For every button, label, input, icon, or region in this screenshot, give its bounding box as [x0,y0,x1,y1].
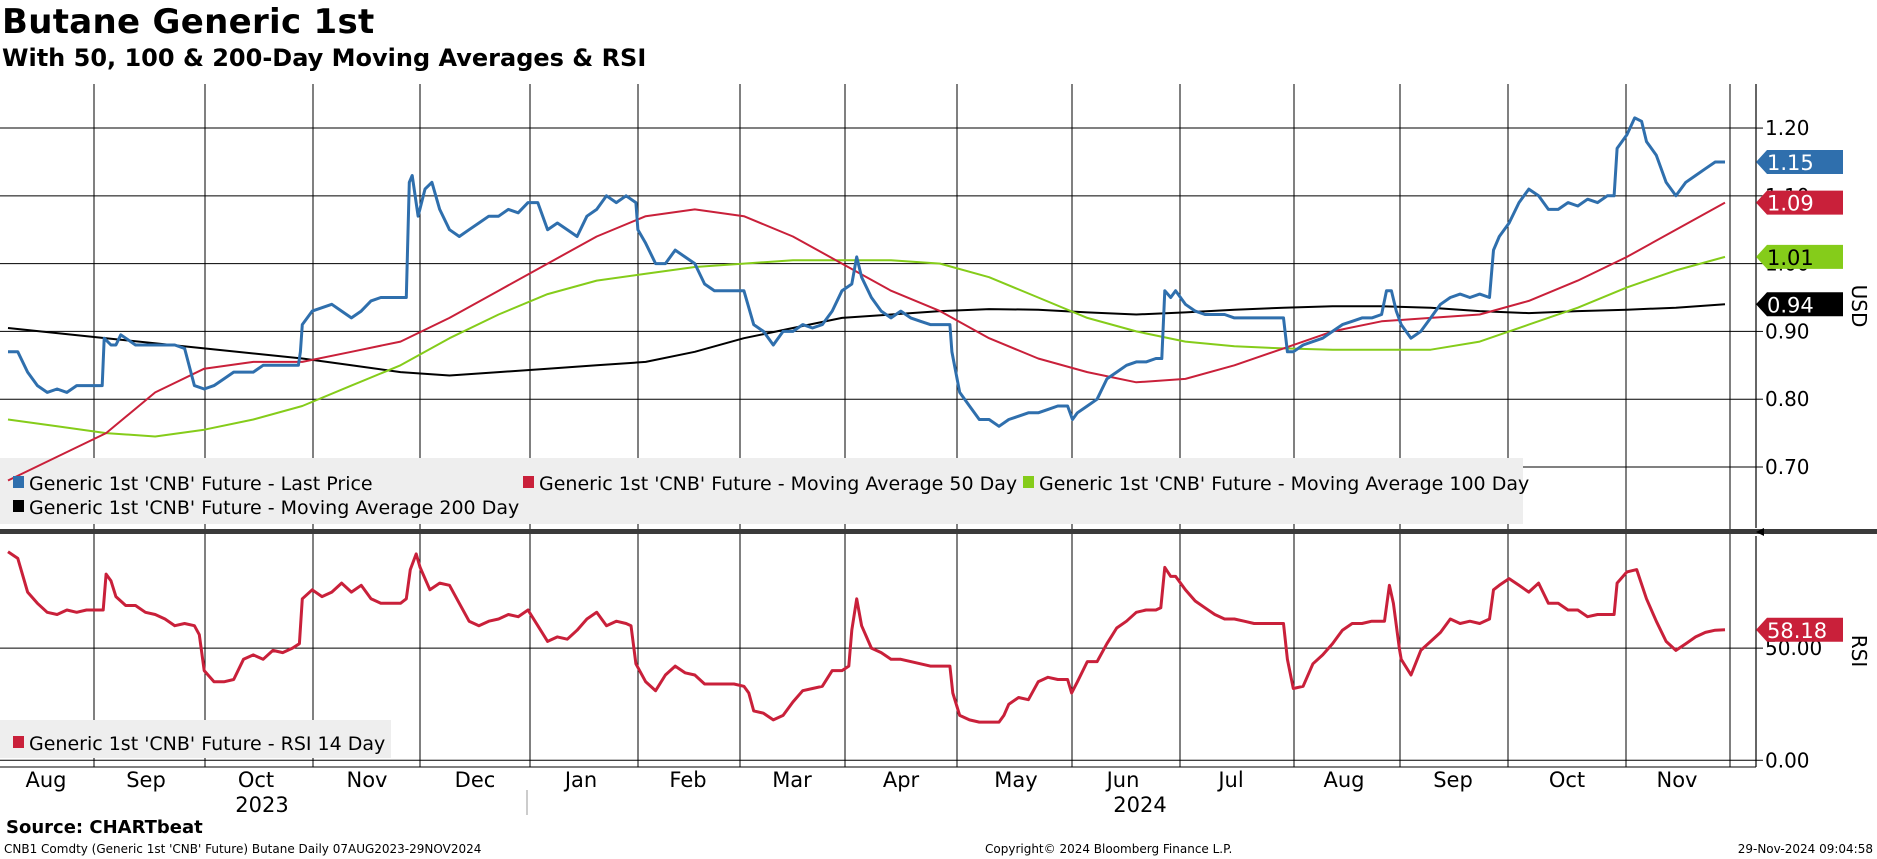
footer-copyright: Copyright© 2024 Bloomberg Finance L.P. [985,842,1233,856]
legend-swatch [13,476,24,488]
value-tag-bg [1756,244,1843,269]
legend-item-ma100: Generic 1st 'CNB' Future - Moving Averag… [1023,473,1529,495]
rsi-legend-box [0,720,391,758]
legend-item-ma50: Generic 1st 'CNB' Future - Moving Averag… [523,473,1017,495]
x-year-label-2024: 2024 [1113,793,1166,817]
x-tick-label-aug: Aug [1323,768,1364,792]
value-tag-ma50: 1.09 [1756,190,1843,216]
x-tick-label-sep: Sep [126,768,166,792]
divider-marker [1756,528,1764,536]
x-tick-label-aug: Aug [25,768,66,792]
value-tag-bg [1756,292,1843,317]
legend-swatch [1023,476,1034,488]
legend-label: Generic 1st 'CNB' Future - RSI 14 Day [29,733,385,755]
x-year-label-2023: 2023 [235,793,288,817]
x-tick-label-nov: Nov [347,768,388,792]
value-tag-rsi: 58.18 [1756,617,1843,643]
x-tick-label-sep: Sep [1433,768,1473,792]
value-tag-bg [1756,190,1843,215]
price-legend-box [0,458,1523,524]
x-tick-label-jan: Jan [563,768,597,792]
series-line-last-price [8,116,1725,428]
value-tag-label: 1.09 [1767,192,1814,216]
value-tag-bg [1756,149,1843,174]
x-tick-label-jun: Jun [1105,768,1140,792]
rsi-y-ticks: 50.000.00 [1756,636,1822,772]
rsi-tick-label: 0.00 [1765,748,1810,772]
price-tick-label: 0.70 [1765,455,1810,479]
chart-title: Butane Generic 1st [2,2,375,42]
rsi-axis-title: RSI [1847,635,1871,668]
x-tick-label-feb: Feb [669,768,706,792]
x-tick-label-may: May [994,768,1037,792]
legend-swatch [13,500,24,512]
price-axis-title: USD [1847,285,1871,328]
legend-swatch [523,476,534,488]
x-tick-label-mar: Mar [772,768,812,792]
panel-divider [0,529,1877,534]
x-tick-label-jul: Jul [1216,768,1243,792]
x-tick-label-oct: Oct [238,768,274,792]
x-tick-label-oct: Oct [1549,768,1585,792]
value-tag-ma100: 1.01 [1756,244,1843,270]
gridlines [0,84,1756,767]
legend-label: Generic 1st 'CNB' Future - Last Price [29,473,373,495]
value-tag-ma200: 0.94 [1756,292,1843,317]
price-tick-label: 0.80 [1765,387,1810,411]
price-tick-label: 0.90 [1765,319,1810,343]
legend-label: Generic 1st 'CNB' Future - Moving Averag… [1039,473,1529,495]
series-line-ma100 [7,255,1726,438]
value-tag-label: 0.94 [1767,293,1814,317]
x-tick-label-apr: Apr [883,768,920,792]
footer-timestamp: 29-Nov-2024 09:04:58 [1737,842,1873,856]
source-label: Source: CHARTbeat [6,817,203,838]
price-tick-label: 1.20 [1765,116,1810,140]
legend-item-rsi: Generic 1st 'CNB' Future - RSI 14 Day [13,733,385,755]
x-axis-labels: Aug Sep Oct Nov Dec Jan Feb Mar Apr May Jun Jul Aug S… [25,768,1697,817]
x-tick-label-dec: Dec [455,768,496,792]
value-tag-label: 58.18 [1767,619,1827,643]
footer-ticker: CNB1 Comdty (Generic 1st 'CNB' Future) B… [4,842,482,856]
chart-subtitle: With 50, 100 & 200-Day Moving Averages &… [2,44,647,72]
legend-swatch [13,736,24,748]
value-tag-last-price: 1.15 [1756,149,1843,175]
legend-label: Generic 1st 'CNB' Future - Moving Averag… [539,473,1017,495]
legend-item-ma200: Generic 1st 'CNB' Future - Moving Averag… [13,497,519,519]
x-tick-label-nov: Nov [1657,768,1698,792]
value-tag-label: 1.15 [1767,151,1814,175]
series-line-ma50 [7,201,1726,482]
legend-item-last-price: Generic 1st 'CNB' Future - Last Price [13,473,373,495]
value-tag-bg [1756,617,1843,642]
legend-label: Generic 1st 'CNB' Future - Moving Averag… [29,497,519,519]
series-line-rsi [7,550,1726,724]
value-tag-label: 1.01 [1767,246,1814,270]
